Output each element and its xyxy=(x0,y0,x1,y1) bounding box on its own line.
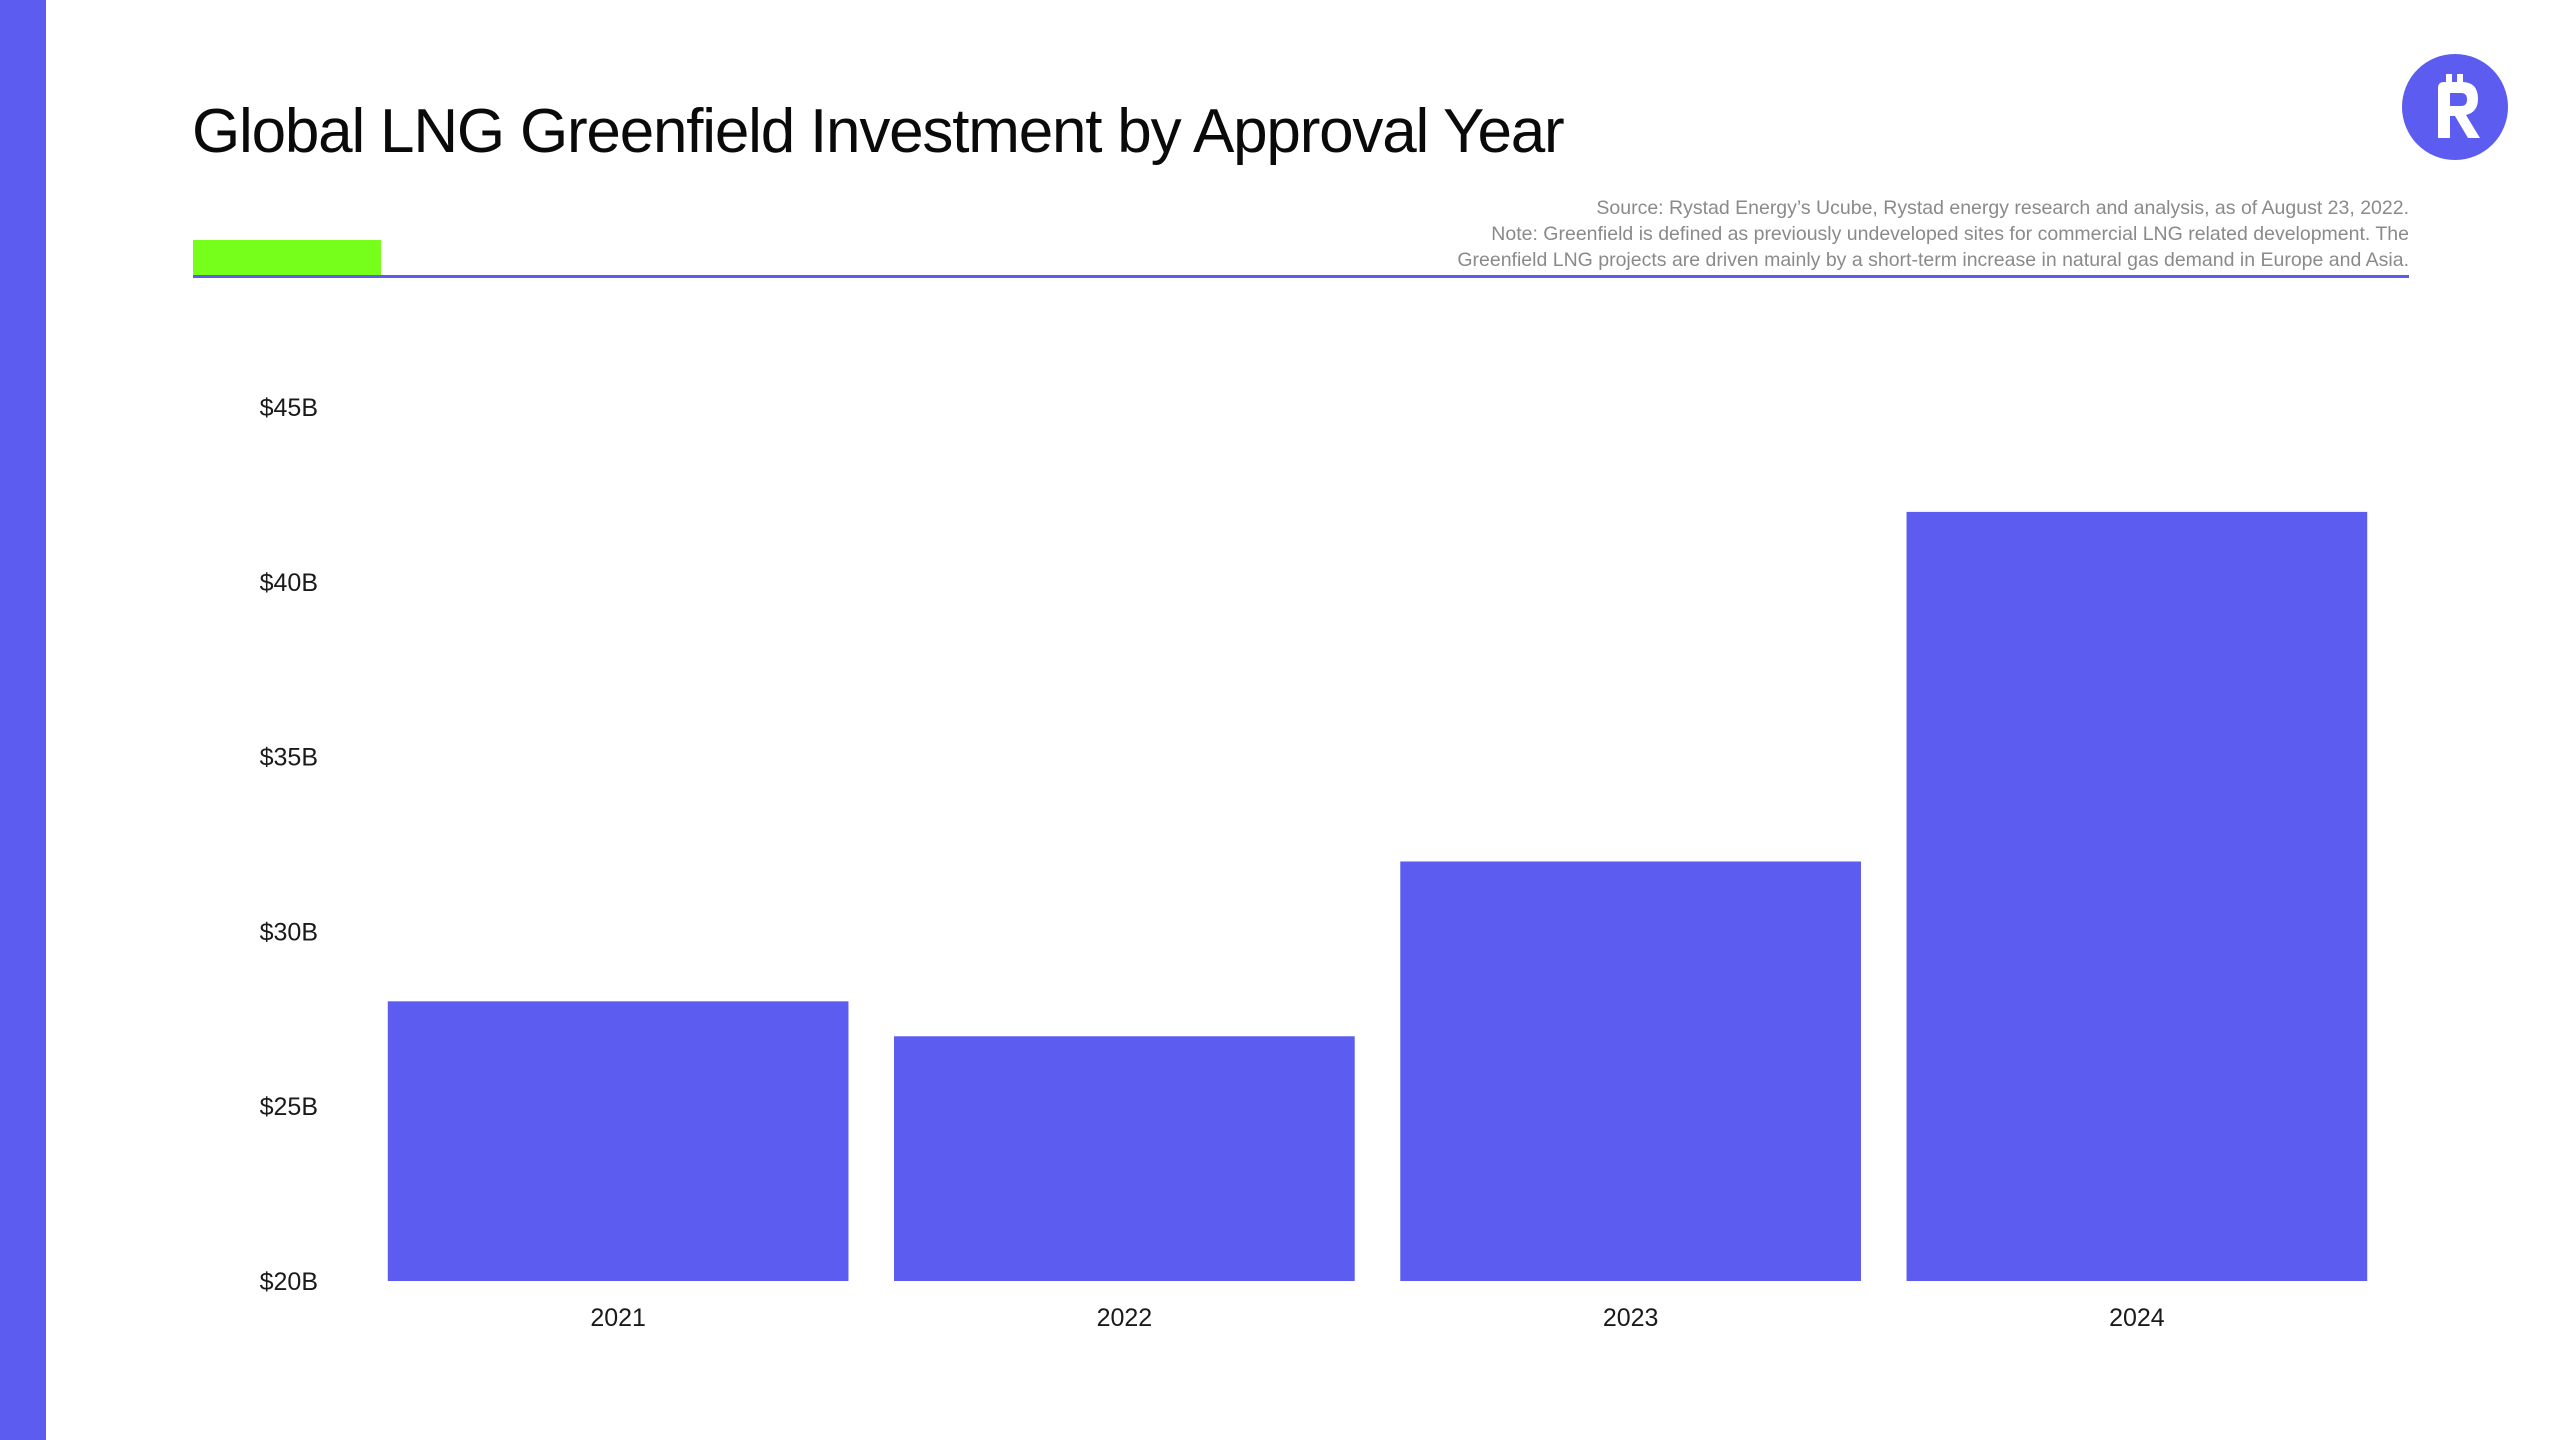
bar-2024 xyxy=(1906,511,2368,1281)
x-tick-label: 2021 xyxy=(590,1304,646,1332)
y-tick-label: $20B xyxy=(260,1268,318,1296)
y-tick-label: $45B xyxy=(260,394,318,422)
title-accent-block xyxy=(193,240,381,276)
bar-2023 xyxy=(1400,861,1861,1281)
x-tick-label: 2024 xyxy=(2109,1304,2165,1332)
left-accent-bar xyxy=(0,0,46,1440)
y-tick-label: $25B xyxy=(260,1093,318,1121)
y-tick-label: $35B xyxy=(260,744,318,772)
source-line: Source: Rystad Energy’s Ucube, Rystad en… xyxy=(1596,197,2409,219)
bar-2021 xyxy=(387,1001,849,1281)
y-tick-label: $30B xyxy=(260,918,318,946)
x-tick-label: 2023 xyxy=(1603,1304,1659,1332)
bar-2022 xyxy=(894,1036,1355,1281)
y-tick-label: $40B xyxy=(260,569,318,597)
note-line: Note: Greenfield is defined as previousl… xyxy=(1491,223,2409,245)
rystad-r-logo-icon xyxy=(2402,54,2508,160)
x-tick-label: 2022 xyxy=(1097,1304,1153,1332)
source-note: Source: Rystad Energy’s Ucube, Rystad en… xyxy=(1209,195,2409,273)
chart-title: Global LNG Greenfield Investment by Appr… xyxy=(192,97,1565,166)
header-divider xyxy=(193,275,2409,278)
note-line: Greenfield LNG projects are driven mainl… xyxy=(1457,249,2409,271)
